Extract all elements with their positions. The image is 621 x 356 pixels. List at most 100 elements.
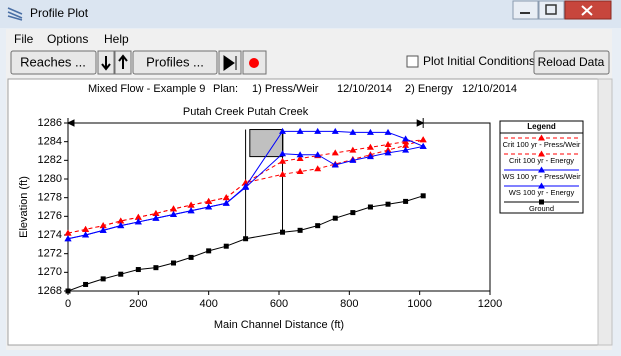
data-point: [296, 127, 304, 134]
x-tick-label: 800: [340, 298, 358, 310]
y-tick-label: 1270: [38, 266, 62, 278]
data-point: [82, 231, 90, 238]
data-point: [205, 197, 213, 204]
x-axis-title: Main Channel Distance (ft): [214, 319, 344, 331]
data-point: [152, 210, 160, 217]
data-point: [64, 229, 72, 236]
data-point: [153, 265, 159, 271]
legend-label: Ground: [529, 204, 554, 213]
legend-marker: [538, 134, 545, 141]
checkbox-label: Plot Initial Conditions: [423, 54, 535, 68]
data-point: [280, 229, 286, 235]
series-line: [67, 195, 424, 292]
y-tick-label: 1284: [38, 136, 62, 148]
data-point: [384, 140, 392, 147]
data-point: [419, 142, 427, 149]
data-point: [296, 154, 304, 161]
data-point: [279, 157, 287, 164]
data-point: [349, 156, 357, 163]
data-point: [331, 149, 339, 156]
data-point: [297, 227, 303, 233]
data-point: [366, 128, 374, 135]
data-point: [332, 215, 338, 221]
legend-marker: [538, 182, 545, 189]
data-point: [152, 214, 160, 221]
chart: Mixed Flow - Example 9 Plan: 1) Press/Weir…: [18, 83, 584, 331]
legend-title: Legend: [527, 122, 556, 131]
data-point: [402, 135, 410, 142]
data-point: [222, 199, 230, 206]
data-point: [314, 127, 322, 134]
data-point: [223, 243, 229, 249]
y-tick-label: 1276: [38, 210, 62, 222]
data-point: [118, 271, 124, 277]
maximize-button[interactable]: [538, 0, 565, 20]
play-icon: [223, 55, 237, 71]
data-point: [117, 217, 125, 224]
close-icon: [581, 5, 593, 16]
data-point: [366, 143, 374, 150]
y-axis-title: Elevation (ft): [18, 176, 30, 238]
data-point: [279, 150, 287, 157]
profiles-button[interactable]: [132, 50, 218, 75]
data-point: [134, 213, 142, 220]
y-tick-label: 1286: [38, 117, 62, 129]
reload-label: Reload Data: [538, 55, 605, 69]
data-point: [242, 183, 250, 190]
data-point: [384, 128, 392, 135]
data-point: [403, 198, 409, 204]
data-point: [99, 222, 107, 229]
data-point: [385, 201, 391, 207]
data-point: [402, 141, 410, 148]
menu-file[interactable]: File: [14, 32, 34, 46]
data-point: [170, 210, 177, 217]
app-icon: [7, 7, 23, 21]
legend-marker: [538, 166, 545, 173]
data-point: [187, 207, 195, 214]
plan-text: 12/10/2014: [337, 83, 392, 95]
legend-marker: [539, 199, 544, 205]
legend-label: WS 100 yr - Press/Weir: [502, 172, 581, 181]
y-tick-label: 1282: [38, 154, 62, 166]
x-tick-label: 0: [65, 298, 71, 310]
data-point: [171, 260, 176, 266]
reach-label: Putah Creek Putah Creek: [183, 106, 309, 118]
reaches-button[interactable]: [10, 50, 97, 75]
minimize-button[interactable]: [512, 0, 539, 20]
data-point: [65, 288, 71, 294]
data-point: [117, 222, 125, 229]
data-point: [314, 165, 322, 172]
legend-label: Crit 100 yr - Energy: [509, 156, 574, 165]
data-point: [349, 128, 357, 135]
data-point: [222, 194, 230, 201]
bridge-deck: [249, 129, 284, 158]
data-point: [83, 281, 89, 287]
data-point: [100, 276, 106, 282]
y-tick-label: 1272: [38, 248, 62, 260]
legend-label: WS 100 yr - Energy: [509, 188, 575, 197]
data-point: [99, 226, 107, 233]
data-point: [419, 136, 427, 143]
plan-label: Plan:: [213, 83, 238, 95]
menu-options[interactable]: Options: [47, 32, 88, 46]
plan-text: 1) Press/Weir: [252, 83, 319, 95]
scrollbar[interactable]: [597, 78, 613, 346]
window-title: Profile Plot: [30, 6, 89, 20]
data-point: [420, 193, 426, 199]
data-point: [135, 267, 141, 273]
profiles-label: Profiles ...: [146, 54, 204, 69]
data-point: [243, 236, 249, 242]
reload-button[interactable]: [533, 50, 610, 75]
data-point: [366, 153, 374, 160]
data-point: [205, 203, 213, 210]
data-point: [331, 127, 339, 134]
data-point: [279, 127, 287, 134]
menu-help[interactable]: Help: [104, 32, 129, 46]
data-point: [384, 149, 392, 156]
x-tick-label: 200: [129, 298, 147, 310]
data-point: [188, 254, 194, 260]
y-tick-label: 1274: [38, 229, 62, 241]
x-tick-label: 1000: [407, 298, 431, 310]
data-point: [64, 235, 72, 242]
checkbox[interactable]: [406, 55, 419, 68]
